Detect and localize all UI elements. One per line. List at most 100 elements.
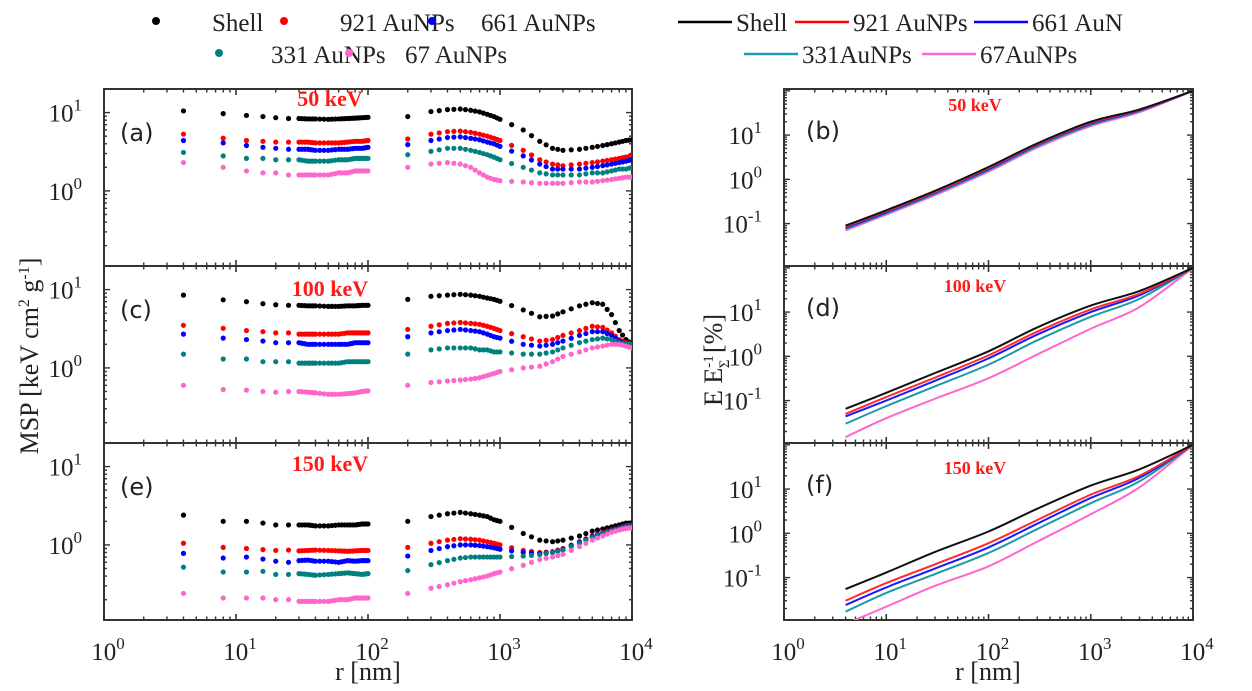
data-point	[451, 543, 457, 549]
data-point	[543, 142, 549, 148]
data-point	[273, 302, 279, 308]
data-point	[457, 542, 463, 548]
data-point	[285, 172, 292, 178]
data-point	[220, 544, 226, 550]
data-point	[243, 142, 250, 149]
data-point	[472, 346, 478, 352]
data-point	[273, 389, 279, 395]
series-shell	[180, 291, 632, 347]
legend-label: 67 AuNPs	[405, 42, 507, 69]
x-tick-label: 101	[223, 634, 257, 666]
data-point	[317, 598, 323, 605]
data-point	[528, 167, 535, 173]
data-point	[180, 564, 187, 570]
data-point	[317, 172, 323, 178]
data-point	[444, 129, 451, 135]
data-point	[629, 164, 632, 170]
data-point	[273, 359, 279, 365]
data-point	[509, 148, 515, 154]
data-point	[180, 131, 187, 137]
data-point	[273, 522, 279, 528]
data-point	[273, 571, 279, 578]
data-point	[260, 301, 266, 307]
data-point	[608, 341, 615, 347]
data-point	[444, 582, 451, 588]
series-67-aunps	[180, 341, 632, 397]
x-tick-label-base: 10	[1180, 639, 1205, 666]
data-point	[583, 325, 589, 332]
data-point	[589, 528, 595, 534]
data-layer	[180, 509, 632, 605]
data-point	[583, 301, 589, 307]
data-point	[405, 518, 411, 524]
data-point	[594, 159, 601, 165]
data-point	[457, 319, 463, 326]
y-tick-label-exp: 1	[754, 118, 763, 137]
data-point	[405, 382, 411, 388]
data-point	[243, 595, 250, 601]
data-point	[180, 322, 187, 328]
data-point	[497, 157, 503, 163]
data-point	[543, 180, 549, 186]
data-point	[520, 334, 526, 340]
data-point	[604, 169, 610, 175]
data-point	[560, 332, 566, 339]
data-point	[260, 568, 266, 574]
x-tick-label-exp: 1	[248, 634, 257, 653]
data-point	[560, 338, 566, 344]
data-point	[220, 555, 226, 561]
data-point	[589, 345, 595, 351]
data-point	[428, 513, 434, 520]
data-point	[285, 388, 292, 395]
data-point	[568, 330, 574, 336]
data-point	[462, 578, 469, 584]
data-point	[365, 144, 371, 150]
data-point	[243, 112, 250, 119]
data-point	[273, 558, 279, 564]
data-point	[312, 360, 319, 366]
data-point	[472, 167, 478, 173]
data-point	[520, 147, 526, 153]
legend-item-331-aunps: 331 AuNPs	[215, 42, 386, 69]
data-point	[509, 160, 515, 167]
data-point	[555, 553, 561, 559]
data-point	[468, 376, 474, 382]
data-point	[457, 326, 463, 333]
data-layer	[845, 443, 1193, 620]
data-point	[520, 530, 526, 537]
data-point	[457, 579, 463, 585]
series-line-921-aunps	[845, 443, 1193, 602]
y-tick-label: 101	[729, 472, 763, 504]
data-point	[616, 327, 622, 334]
data-point	[457, 291, 463, 297]
data-point	[604, 177, 610, 183]
data-point	[543, 551, 549, 557]
data-point	[520, 365, 526, 371]
data-point	[260, 144, 266, 150]
data-point	[321, 172, 327, 178]
y-tick-label-exp: 0	[754, 516, 763, 535]
series-line-661-aunps	[845, 443, 1193, 606]
data-point	[576, 533, 583, 539]
data-point	[220, 135, 226, 141]
data-point	[451, 320, 457, 326]
data-point	[405, 351, 411, 357]
data-point	[600, 142, 606, 149]
legend-label: 331AuNPs	[802, 42, 912, 69]
data-point	[243, 569, 250, 575]
data-point	[457, 145, 463, 151]
y-tick-label-exp: 0	[74, 528, 83, 547]
series-shell	[180, 509, 632, 545]
legend-marker-icon	[215, 49, 223, 57]
data-point	[608, 332, 615, 339]
x-tick-label-exp: 0	[116, 634, 125, 653]
data-point	[509, 142, 515, 149]
data-point	[497, 335, 503, 341]
data-point	[589, 159, 595, 166]
data-point	[549, 161, 556, 167]
data-point	[273, 330, 279, 336]
data-point	[497, 349, 503, 355]
y-tick-label: 10-1	[723, 561, 762, 593]
